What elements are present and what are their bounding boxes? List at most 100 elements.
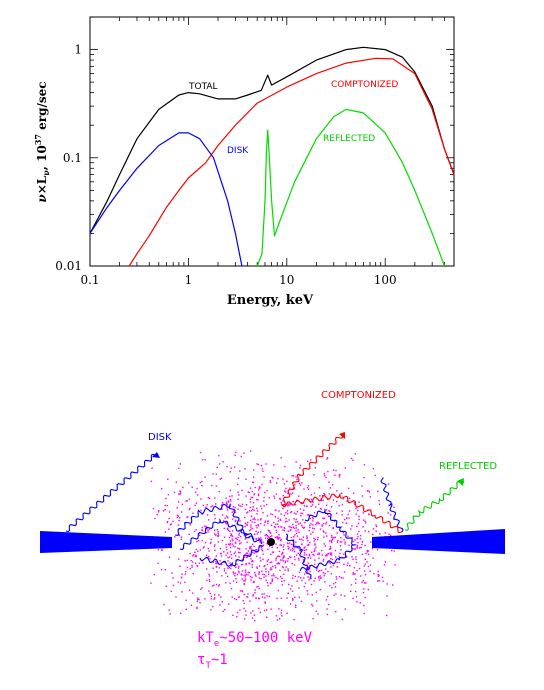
corona-electron [168,528,170,530]
corona-electron [249,519,252,521]
corona-electron [373,573,375,575]
corona-electron [220,477,223,479]
corona-electron [292,501,294,503]
corona-electron [339,545,342,547]
corona-electron [290,527,293,529]
corona-electron [265,571,267,573]
corona-electron [244,556,246,558]
corona-electron [232,614,234,616]
corona-electron [361,495,364,497]
corona-electron [312,531,314,533]
corona-electron [172,520,174,523]
corona-electron [286,510,289,512]
corona-electron [270,608,272,610]
corona-electron [186,566,189,569]
corona-electron [349,551,351,553]
corona-electron [315,610,317,612]
corona-electron [181,573,183,575]
corona-electron [180,536,183,538]
corona-electron [318,557,320,559]
corona-electron [271,546,273,549]
corona-diagram: DISK COMPTONIZED REFLECTED kTe~50−100 ke… [40,390,505,671]
corona-electron [297,576,300,578]
corona-electron [241,570,244,572]
corona-electron [196,607,198,610]
corona-electron [237,547,239,549]
corona-electron [184,560,186,562]
corona-electron [375,524,377,526]
corona-electron [329,552,332,554]
corona-electron [304,582,307,584]
corona-electron [246,552,249,554]
corona-electron [364,520,366,522]
corona-electron [255,537,257,540]
corona-electron [230,467,232,469]
corona-electron [251,543,254,545]
corona-electron [199,481,201,484]
corona-electron [281,584,283,586]
corona-electron [219,560,221,562]
corona-electron [295,606,297,608]
corona-electron [254,551,257,553]
corona-electron [322,530,325,532]
corona-electron [202,562,204,564]
corona-electron [387,483,390,485]
corona-electron [379,533,381,535]
corona-electron [265,575,267,577]
corona-electron [226,503,228,506]
corona-electron [231,530,234,532]
corona-electron [251,551,254,553]
corona-electron [313,512,316,514]
corona-electron [164,569,167,571]
corona-electron [354,501,356,504]
corona-electron [300,600,303,603]
photon-path-disk-escape [65,453,159,533]
corona-electron [275,557,277,559]
corona-electron [333,537,335,539]
corona-electron [334,581,337,584]
corona-electron [286,612,288,614]
corona-electron [253,509,255,512]
corona-electron [236,616,238,618]
corona-electron [364,563,367,565]
corona-electron [279,559,282,561]
corona-electron [306,564,308,566]
corona-electron [275,543,277,545]
corona-electron [230,533,232,535]
corona-electron [359,602,361,604]
corona-electron [308,543,310,546]
corona-electron [243,574,245,576]
corona-electron [234,506,236,509]
corona-electron [282,557,284,559]
corona-electron [342,521,344,524]
corona-electron [207,529,209,531]
corona-electron [276,563,278,565]
corona-electron [266,534,268,537]
corona-electron [310,583,313,586]
corona-electron [206,528,208,530]
corona-electron [231,511,233,513]
corona-electron [318,523,320,525]
corona-electron [338,476,341,478]
corona-electron [293,564,296,566]
corona-electron [270,561,273,563]
corona-electron [248,562,250,564]
corona-electron [197,550,199,552]
corona-electron [231,543,234,545]
corona-electron [205,506,207,508]
corona-electron [272,573,275,575]
corona-electron [193,530,196,533]
corona-electron [224,608,226,611]
corona-electron [334,586,337,588]
corona-electron [365,552,367,555]
corona-electron [231,524,233,527]
corona-electron [314,577,316,579]
corona-electron [378,574,380,577]
corona-electron [350,590,352,592]
corona-electron [196,487,198,490]
corona-electron [274,536,277,538]
corona-electron [303,547,305,549]
corona-electron [234,546,236,548]
corona-electron [343,534,345,536]
corona-electron [283,544,285,546]
